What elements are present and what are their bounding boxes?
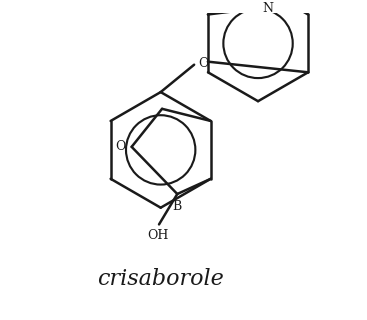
Text: crisaborole: crisaborole [97, 268, 224, 290]
Text: N: N [263, 2, 274, 15]
Text: O: O [115, 140, 126, 153]
Text: B: B [172, 200, 182, 213]
Text: OH: OH [147, 229, 168, 242]
Text: O: O [199, 57, 209, 70]
